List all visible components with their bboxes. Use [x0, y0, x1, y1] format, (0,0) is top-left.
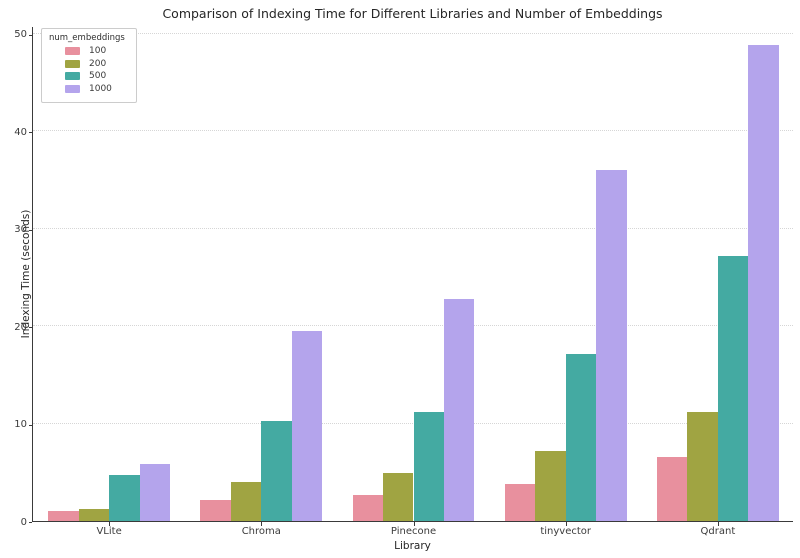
legend-label: 100 [89, 46, 107, 56]
y-tick-mark [28, 424, 32, 426]
legend-items: 100 200 500 1000 [49, 46, 125, 94]
bar [352, 494, 384, 521]
legend-label: 1000 [89, 83, 112, 94]
x-tick-label: Pinecone [390, 526, 437, 537]
legend-swatch [65, 59, 80, 68]
plot-area: 0 10 20 30 40 50 VLite Chroma Pinecone tinyvector… [14, 27, 793, 537]
bar [748, 44, 779, 521]
bar [687, 411, 718, 521]
legend: num_embeddings 100 200 500 1000 [41, 28, 137, 103]
y-tick-mark [28, 522, 32, 523]
bar [413, 411, 444, 521]
legend-label: 200 [89, 58, 107, 69]
y-tick-mark [28, 229, 32, 231]
x-tick-label: Qdrant [700, 526, 736, 537]
x-tick-mark [413, 522, 415, 526]
legend-item: 100 [65, 46, 125, 56]
gridline [33, 227, 793, 229]
bar [200, 499, 231, 521]
bar [78, 509, 110, 521]
x-tick-mark [261, 522, 263, 526]
bar [48, 511, 79, 521]
gridline [33, 325, 793, 327]
bar [230, 482, 262, 521]
gridline [33, 32, 793, 34]
x-tick-label: tinyvector [540, 526, 592, 537]
y-tick-mark [28, 327, 32, 329]
y-tick-label: 0 [20, 516, 27, 528]
legend-swatch [65, 84, 80, 93]
gridline [33, 422, 793, 424]
x-tick-mark [565, 522, 567, 526]
legend-swatch [65, 72, 80, 80]
legend-item: 500 [65, 71, 125, 81]
bar [535, 450, 566, 521]
y-tick-label: 10 [14, 419, 27, 431]
y-tick-label: 40 [14, 126, 27, 138]
y-tick-label: 30 [14, 224, 27, 236]
y-tick-label: 20 [14, 321, 27, 333]
bar [443, 298, 475, 521]
bar [291, 331, 323, 521]
x-tick-mark [717, 522, 719, 526]
bar [596, 170, 627, 521]
bar [261, 420, 292, 521]
bar [139, 463, 170, 521]
bar [383, 473, 414, 521]
legend-item: 1000 [65, 84, 125, 94]
y-tick-mark [28, 132, 32, 134]
gridline [33, 130, 793, 132]
legend-item: 200 [65, 59, 125, 69]
legend-label: 500 [89, 71, 107, 81]
bar [109, 475, 140, 521]
x-axis-label: Library [394, 540, 431, 552]
legend-title: num_embeddings [49, 33, 125, 43]
chart-title: Comparison of Indexing Time for Differen… [162, 6, 663, 21]
legend-swatch [65, 47, 80, 55]
y-tick-label: 50 [14, 29, 27, 41]
x-tick-label: Chroma [241, 526, 281, 537]
x-tick-mark [109, 522, 111, 526]
bar [565, 354, 597, 521]
bar [717, 255, 749, 521]
x-tick-label: VLite [96, 526, 122, 537]
bar [504, 483, 536, 521]
bar [657, 456, 688, 521]
y-tick-mark [28, 34, 32, 36]
